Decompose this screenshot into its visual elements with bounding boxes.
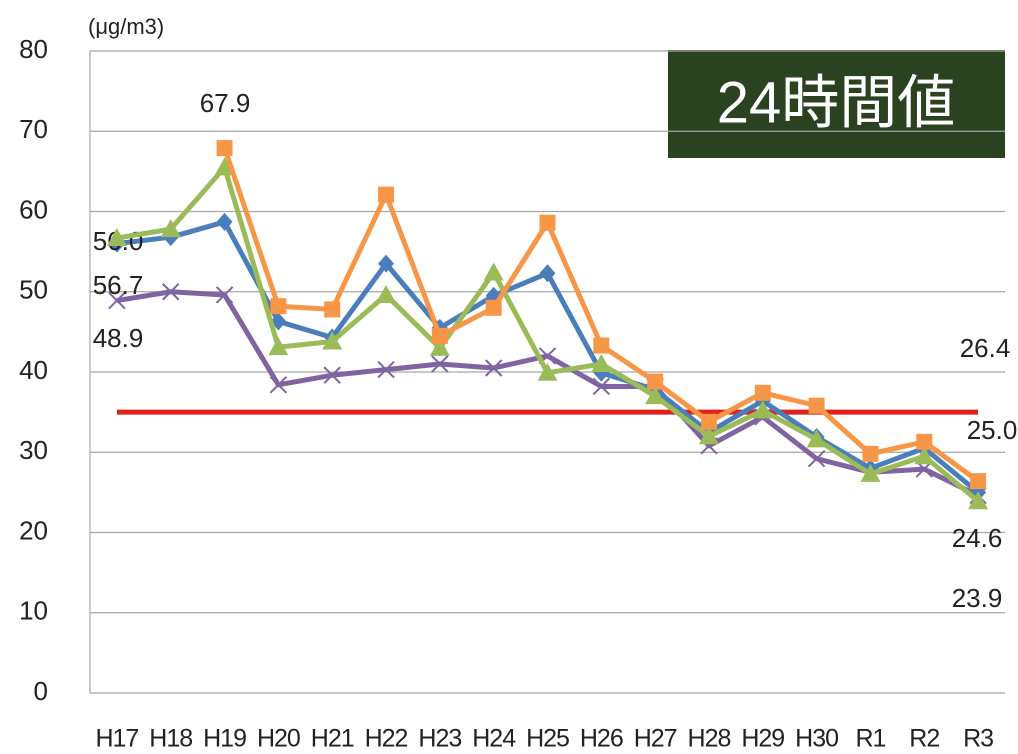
marker [591, 353, 612, 372]
marker [485, 299, 502, 316]
marker [483, 262, 504, 281]
marker [108, 291, 126, 310]
series-line [116, 289, 980, 498]
x-tick-label: R3 [963, 725, 993, 753]
marker [324, 301, 341, 318]
marker [860, 463, 881, 482]
y-tick-label: 40 [19, 355, 48, 385]
marker [539, 214, 556, 231]
marker [698, 426, 719, 445]
badge-text: 24時間値 [717, 70, 956, 135]
data-label: 25.0 [967, 415, 1018, 445]
x-tick-label: H17 [95, 725, 138, 753]
marker [269, 376, 288, 394]
marker [754, 384, 771, 401]
marker [916, 433, 933, 450]
data-label: 67.9 [200, 88, 251, 118]
x-tick-label: H28 [688, 725, 731, 753]
x-tick-label: H29 [741, 725, 784, 753]
y-tick-label: 10 [19, 596, 48, 626]
marker [323, 366, 341, 384]
x-tick-label: H19 [203, 725, 246, 753]
data-label: 56.7 [93, 270, 144, 300]
marker [429, 337, 450, 356]
marker [862, 445, 879, 462]
badge-box [668, 50, 1005, 158]
marker [647, 373, 664, 390]
marker [808, 397, 825, 414]
x-tick-label: H30 [795, 725, 838, 753]
marker [106, 227, 127, 246]
marker [593, 337, 610, 354]
marker [216, 212, 233, 231]
y-tick-label: 0 [34, 676, 48, 706]
x-tick-label: H26 [580, 725, 623, 753]
x-tick-label: H25 [526, 725, 569, 753]
marker [970, 473, 987, 490]
data-label: 26.4 [960, 333, 1011, 363]
x-tick-label: H23 [418, 725, 461, 753]
x-tick-label: H18 [149, 725, 192, 753]
marker [539, 264, 556, 283]
marker [268, 337, 289, 356]
marker [914, 446, 935, 465]
marker [431, 355, 449, 373]
y-tick-label: 60 [19, 194, 48, 224]
marker [537, 362, 558, 381]
marker [216, 140, 233, 157]
marker [807, 449, 826, 468]
y-tick-label: 20 [19, 515, 48, 545]
x-tick-label: H22 [365, 725, 408, 753]
marker [378, 254, 395, 273]
marker [484, 359, 503, 377]
marker [160, 219, 181, 238]
x-tick-label: H21 [311, 725, 354, 753]
y-tick-label: 80 [19, 34, 48, 64]
data-label: 48.9 [93, 323, 144, 353]
marker [215, 286, 234, 304]
marker [752, 400, 773, 419]
y-tick-label: 50 [19, 275, 48, 305]
marker [645, 386, 666, 405]
unit-label: (μg/m3) [88, 14, 164, 39]
x-tick-label: R1 [855, 725, 885, 753]
data-label: 24.6 [952, 523, 1003, 553]
marker [592, 377, 611, 396]
data-label: 23.9 [952, 583, 1003, 613]
marker [376, 284, 397, 303]
x-tick-label: H20 [257, 725, 300, 753]
marker [270, 298, 287, 315]
marker [700, 413, 717, 430]
marker [806, 429, 827, 448]
marker [377, 360, 395, 379]
marker [162, 283, 180, 301]
x-tick-label: H24 [472, 725, 516, 753]
marker [431, 327, 448, 344]
marker [968, 491, 989, 510]
y-tick-label: 30 [19, 435, 48, 465]
y-tick-label: 70 [19, 114, 48, 144]
x-tick-label: H27 [634, 725, 677, 753]
marker [378, 186, 395, 203]
marker [214, 157, 235, 176]
marker [322, 331, 343, 350]
x-tick-label: R2 [909, 725, 939, 753]
